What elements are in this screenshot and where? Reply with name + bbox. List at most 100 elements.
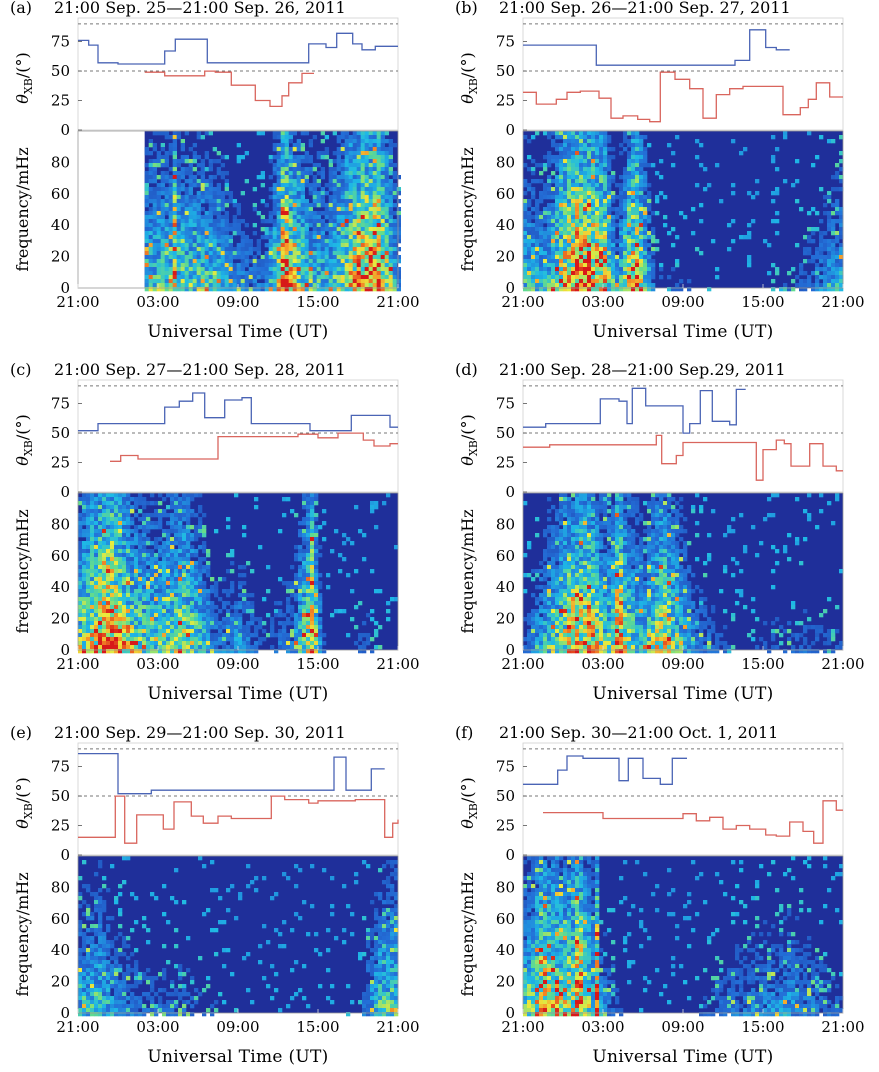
theta-tick-label: 25	[51, 454, 70, 472]
x-tick-label: 09:00	[661, 1018, 704, 1036]
freq-tick-label: 0	[505, 279, 515, 297]
freq-tick-label: 20	[51, 610, 70, 628]
freq-tick-label: 60	[51, 547, 70, 565]
x-tick-label: 21:00	[56, 293, 99, 311]
x-axis-label: Universal Time (UT)	[147, 322, 328, 342]
panel-tag-label: (d)	[455, 360, 478, 379]
theta-tick-label: 25	[496, 454, 515, 472]
theta-upper-series-line	[78, 392, 398, 432]
chart-svg-e: (e) 21:00 Sep. 29—21:00 Sep. 30, 2011 75 50…	[10, 723, 420, 1067]
theta-tick-label: 0	[505, 846, 515, 864]
theta-plot-frame	[522, 742, 844, 856]
x-tick-label: 15:00	[741, 293, 784, 311]
x-tick-label: 03:00	[581, 1018, 624, 1036]
theta-axis-label: θXB/(°)	[458, 777, 480, 828]
freq-tick-label: 20	[496, 973, 515, 991]
chart-svg-d: (d) 21:00 Sep. 28—21:00 Sep.29, 2011 75 50 2…	[455, 360, 865, 704]
spectrogram	[523, 856, 844, 1017]
freq-tick-label: 20	[496, 248, 515, 266]
x-axis-label: Universal Time (UT)	[592, 684, 773, 704]
theta-tick-label: 0	[60, 846, 70, 864]
theta-tick-label: 75	[496, 758, 515, 776]
freq-tick-label: 0	[505, 641, 515, 659]
chart-panel-e: (e) 21:00 Sep. 29—21:00 Sep. 30, 2011 75 50…	[0, 723, 420, 1070]
theta-plot-frame	[522, 17, 844, 131]
chart-panel-c: (c) 21:00 Sep. 27—21:00 Sep. 28, 2011 75 50…	[0, 360, 420, 707]
theta-axis-label: θXB/(°)	[13, 52, 35, 103]
theta-tick-label: 75	[51, 758, 70, 776]
theta-tick-label: 75	[496, 33, 515, 51]
panel-title-text: 21:00 Sep. 26—21:00 Sep. 27, 2011	[499, 0, 791, 17]
x-tick-label: 21:00	[376, 655, 419, 673]
chart-panel-a: (a) 21:00 Sep. 25—21:00 Sep. 26, 2011 75 50…	[0, 0, 420, 345]
theta-tick-label: 0	[60, 483, 70, 501]
freq-tick-label: 20	[51, 248, 70, 266]
theta-tick-label: 75	[496, 395, 515, 413]
freq-tick-label: 0	[60, 1004, 70, 1022]
freq-tick-label: 40	[496, 941, 515, 959]
freq-axis-label: frequency/mHz	[13, 872, 32, 996]
x-axis-label: Universal Time (UT)	[592, 322, 773, 342]
freq-tick-label: 0	[60, 641, 70, 659]
spectrogram	[78, 131, 401, 292]
theta-tick-label: 0	[505, 121, 515, 139]
theta-tick-label: 25	[51, 817, 70, 835]
x-tick-label: 21:00	[821, 1018, 864, 1036]
panel-tag-label: (f)	[455, 723, 473, 742]
chart-svg-f: (f) 21:00 Sep. 30—21:00 Oct. 1, 2011 75 50 2…	[455, 723, 865, 1067]
x-tick-label: 03:00	[581, 293, 624, 311]
x-tick-label: 15:00	[741, 655, 784, 673]
panel-title: (c) 21:00 Sep. 27—21:00 Sep. 28, 2011	[10, 360, 346, 379]
freq-tick-label: 0	[505, 1004, 515, 1022]
x-axis-label: Universal Time (UT)	[147, 684, 328, 704]
freq-tick-label: 80	[51, 153, 70, 171]
x-tick-label: 21:00	[501, 293, 544, 311]
panel-title-text: 21:00 Sep. 28—21:00 Sep.29, 2011	[499, 360, 786, 379]
theta-tick-label: 75	[51, 395, 70, 413]
theta-lower-series-line	[144, 70, 314, 108]
panel-title-text: 21:00 Sep. 29—21:00 Sep. 30, 2011	[54, 723, 346, 742]
freq-tick-label: 80	[496, 515, 515, 533]
panel-title: (f) 21:00 Sep. 30—21:00 Oct. 1, 2011	[455, 723, 778, 742]
spectrogram	[78, 856, 399, 1017]
panel-title: (a) 21:00 Sep. 25—21:00 Sep. 26, 2011	[10, 0, 346, 17]
panel-title: (d) 21:00 Sep. 28—21:00 Sep.29, 2011	[455, 360, 786, 379]
theta-plot-frame	[77, 742, 399, 856]
x-tick-label: 09:00	[216, 293, 259, 311]
freq-tick-label: 0	[60, 279, 70, 297]
theta-tick-label: 25	[51, 92, 70, 110]
freq-tick-label: 40	[496, 216, 515, 234]
theta-plot-frame	[77, 17, 399, 131]
theta-upper-series-line	[523, 387, 746, 434]
spectrogram	[523, 493, 844, 654]
x-tick-label: 03:00	[581, 655, 624, 673]
chart-svg-a: (a) 21:00 Sep. 25—21:00 Sep. 26, 2011 75 50…	[10, 0, 420, 342]
freq-tick-label: 40	[51, 578, 70, 596]
x-tick-label: 21:00	[821, 293, 864, 311]
theta-upper-series-line	[78, 752, 385, 795]
panel-title: (e) 21:00 Sep. 29—21:00 Sep. 30, 2011	[10, 723, 346, 742]
theta-lower-series-line	[110, 432, 398, 462]
x-tick-label: 21:00	[56, 655, 99, 673]
theta-lower-series-line	[543, 800, 843, 844]
freq-tick-label: 60	[51, 910, 70, 928]
theta-axis-label: θXB/(°)	[13, 777, 35, 828]
chart-panel-f: (f) 21:00 Sep. 30—21:00 Oct. 1, 2011 75 50 2…	[445, 723, 865, 1070]
theta-axis-label: θXB/(°)	[458, 414, 480, 465]
panel-tag-label: (c)	[10, 360, 31, 379]
x-tick-label: 03:00	[136, 293, 179, 311]
theta-axis-label: θXB/(°)	[458, 52, 480, 103]
x-tick-label: 03:00	[136, 655, 179, 673]
freq-tick-label: 60	[51, 185, 70, 203]
theta-upper-series-line	[523, 755, 687, 785]
x-tick-label: 21:00	[501, 655, 544, 673]
chart-svg-b: (b) 21:00 Sep. 26—21:00 Sep. 27, 2011 75 50…	[455, 0, 865, 342]
theta-tick-label: 50	[51, 787, 70, 805]
freq-tick-label: 40	[496, 578, 515, 596]
panel-title-text: 21:00 Sep. 25—21:00 Sep. 26, 2011	[54, 0, 346, 17]
x-tick-label: 09:00	[216, 1018, 259, 1036]
spectrogram	[78, 493, 399, 654]
panel-title-text: 21:00 Sep. 30—21:00 Oct. 1, 2011	[499, 723, 778, 742]
theta-tick-label: 50	[496, 62, 515, 80]
freq-axis-label: frequency/mHz	[13, 509, 32, 633]
